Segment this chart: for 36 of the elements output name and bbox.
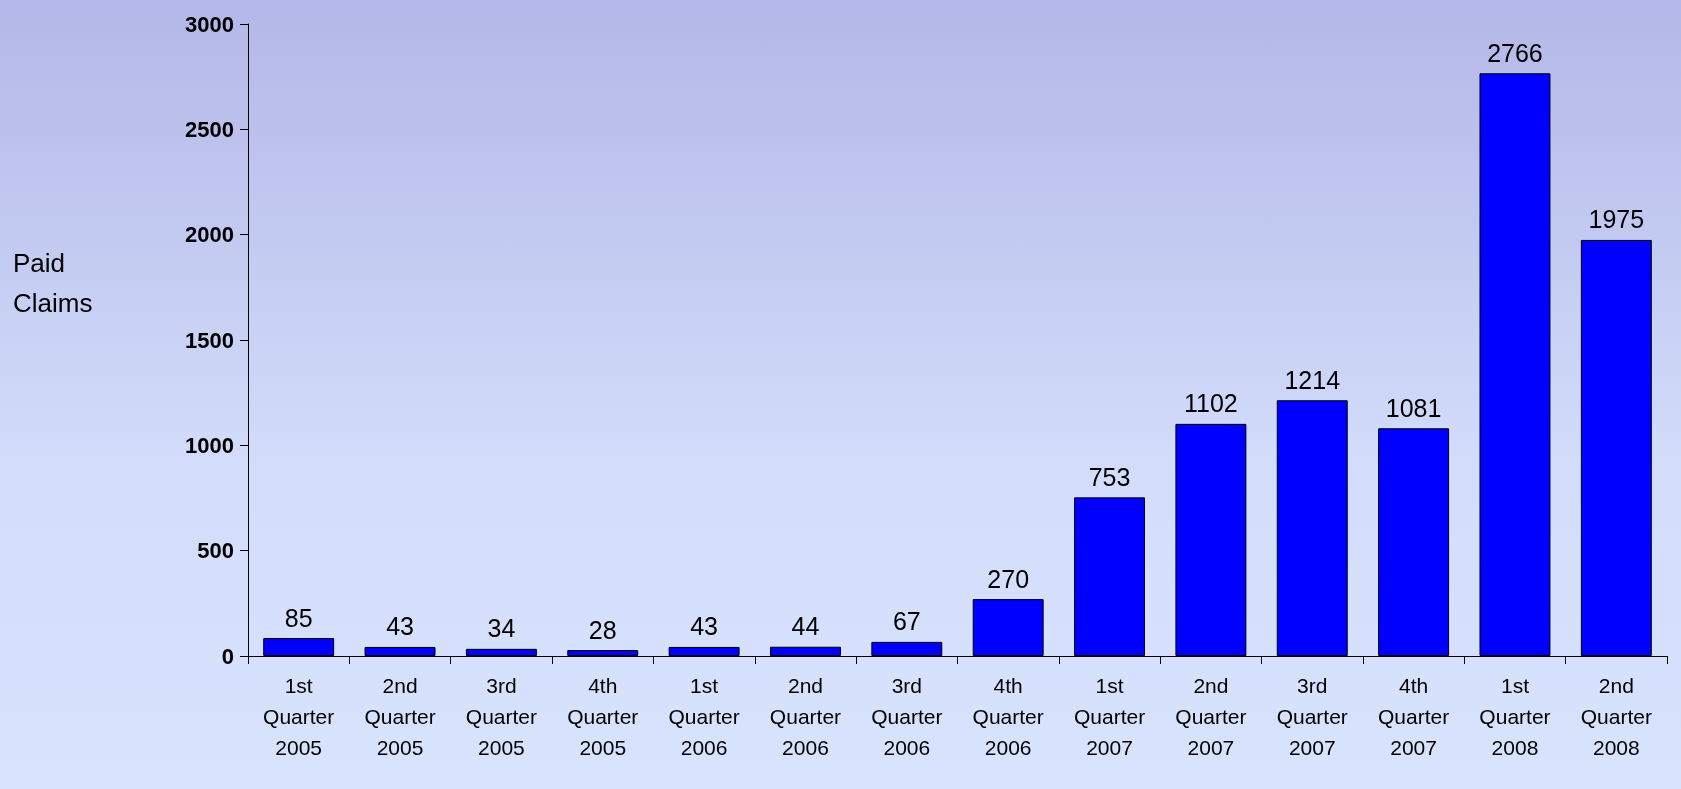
x-tick-label: 1st Quarter 2008 — [1479, 674, 1551, 759]
x-tick-label: 2nd Quarter 2005 — [364, 674, 436, 759]
x-tick-label: 4th Quarter 2006 — [972, 674, 1044, 759]
x-tick-label: 1st Quarter 2007 — [1073, 674, 1146, 759]
y-tick-label: 1000 — [185, 432, 234, 458]
data-label: 1081 — [1385, 393, 1442, 422]
data-label: 44 — [791, 612, 820, 641]
data-label: 67 — [892, 607, 921, 636]
y-tick-label: 3000 — [185, 11, 234, 37]
x-tick-label: 3rd Quarter 2006 — [871, 674, 943, 759]
data-label: 85 — [284, 603, 313, 632]
y-axis-title: Paid Claims — [13, 248, 93, 318]
data-label: 1975 — [1588, 205, 1645, 234]
x-tick-label: 4th Quarter 2007 — [1378, 674, 1450, 759]
data-label: 1102 — [1184, 389, 1238, 418]
data-label: 34 — [487, 614, 516, 643]
data-label: 753 — [1088, 462, 1131, 491]
y-tick-label: 2500 — [185, 116, 234, 142]
data-label: 270 — [987, 564, 1030, 593]
y-tick-label: 1500 — [185, 327, 234, 353]
x-tick-label: 1st Quarter 2005 — [263, 674, 335, 759]
x-tick-label: 3rd Quarter 2005 — [465, 674, 537, 759]
y-tick-label: 2000 — [185, 222, 234, 248]
data-label: 2766 — [1487, 38, 1543, 67]
data-label: 43 — [690, 612, 719, 641]
data-label: 28 — [588, 615, 617, 644]
x-tick-label: 1st Quarter 2006 — [668, 674, 740, 759]
y-tick-label: 0 — [221, 643, 234, 669]
data-label: 43 — [386, 612, 414, 641]
x-tick-label: 3rd Quarter 2007 — [1276, 674, 1348, 759]
data-label: 1214 — [1284, 365, 1341, 394]
x-tick-label: 2nd Quarter 2006 — [769, 674, 842, 759]
x-tick-label: 2nd Quarter 2008 — [1580, 674, 1652, 759]
x-tick-label: 2nd Quarter 2007 — [1175, 674, 1247, 759]
y-tick-label: 500 — [197, 538, 234, 564]
x-tick-label: 4th Quarter 2005 — [567, 674, 639, 759]
